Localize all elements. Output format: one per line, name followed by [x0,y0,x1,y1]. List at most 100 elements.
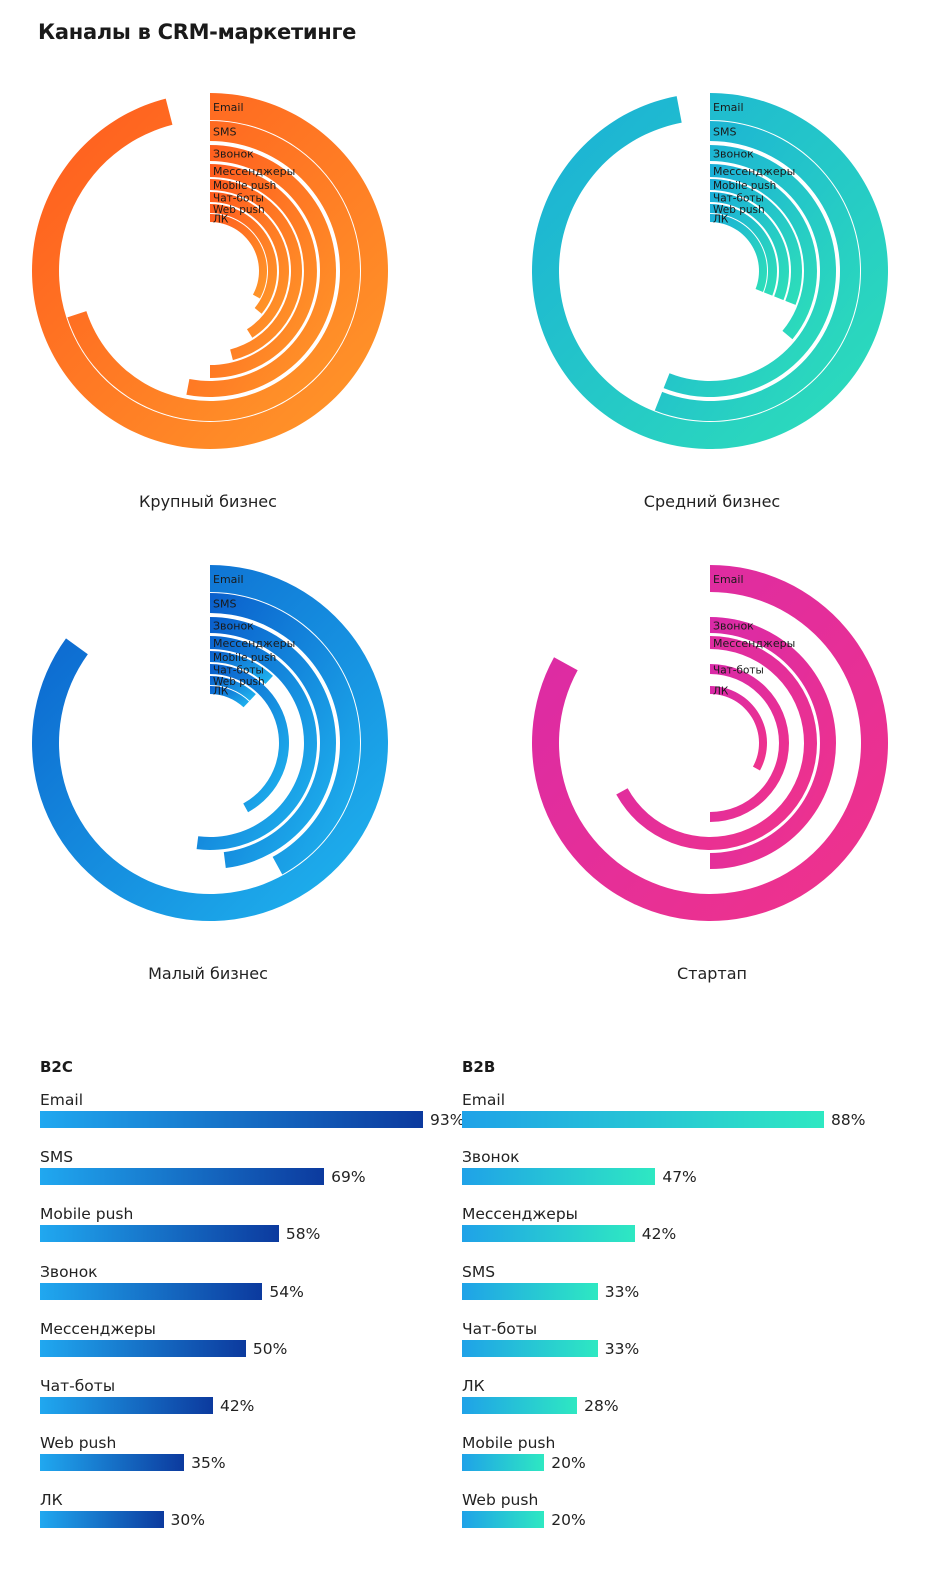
radial-category-label: Мессенджеры [713,637,795,650]
bar-value-label: 50% [252,1339,288,1358]
radial-caption-small-business: Малый бизнес [148,964,268,983]
bar-category-label: ЛК [462,1376,485,1395]
bar-category-label: Мессенджеры [462,1205,578,1224]
bar-row: Чат-боты 33% [462,1319,882,1376]
radial-value-label: 56% [684,127,707,139]
radial-value-label: 52% [184,638,207,650]
radial-category-label: ЛК [713,686,729,698]
radial-category-label: Email [213,101,244,114]
bar-value-label: 69% [331,1168,366,1187]
bar-fill [462,1396,578,1414]
bar-row: Mobile push 58% [40,1204,460,1261]
radial-bar-messengers [210,164,317,378]
bar-fill [40,1339,246,1357]
radial-category-label: Мессенджеры [713,165,795,178]
radial-bar-chatbots [210,664,289,813]
bar-chart-title: B2B [462,1058,496,1076]
radial-value-label: 96% [184,102,207,114]
radial-category-label: SMS [213,598,236,611]
bar-fill [40,1396,213,1414]
bar-category-label: Web push [40,1434,117,1453]
radial-category-label: Web push [213,676,265,688]
radial-value-label: 31% [687,195,707,205]
bar-fill [462,1454,545,1472]
radial-category-label: ЛК [213,686,229,698]
radial-category-label: Мессенджеры [213,637,295,650]
radial-value-label: 33% [687,688,707,698]
bar-chart-b2b: B2B Email 88% Звонок 47% Мессенджеры 42% SMS 33… [462,1058,882,1548]
bar-value-label: 35% [191,1454,226,1473]
radial-category-label: Mobile push [213,652,276,664]
bar-category-label: Mobile push [462,1434,556,1453]
radial-bar-messengers [710,164,817,340]
radial-bar-mobile-push [710,179,802,305]
radial-bar-sms [210,593,361,875]
bar-category-label: Web push [462,1491,539,1510]
bar-value-label: 42% [219,1396,255,1415]
radial-category-label: Звонок [713,148,754,161]
bar-chart-title: B2C [40,1058,73,1076]
bar-value-label: 93% [430,1111,465,1129]
bar-value-label: 28% [584,1396,619,1415]
bar-value-label: 42% [641,1225,677,1244]
bar-value-label: 20% [551,1511,586,1530]
radial-value-label: 36% [187,206,207,216]
radial-category-label: Чат-боты [713,193,764,205]
bar-fill [462,1339,598,1357]
radial-bar-chatbots [210,192,289,338]
radial-value-label: 46% [187,182,207,192]
bar-category-label: Чат-боты [40,1376,116,1395]
radial-value-label: 31% [687,182,707,192]
bar-row: Email 88% [462,1090,882,1147]
radial-value-label: 48% [184,621,207,633]
bar-row: ЛК 28% [462,1376,882,1433]
bar-row: Web push 20% [462,1490,882,1547]
radial-category-label: Звонок [713,620,754,633]
bar-value-label: 58% [285,1225,321,1244]
radial-category-label: Мессенджеры [213,165,295,178]
bar-category-label: ЛК [40,1491,63,1510]
radial-chart-medium-business: 97% Email 56% SMS 56% Звонок 36% Мессенджеры 31%… [532,93,888,450]
radial-caption-large-business: Крупный бизнес [139,492,277,511]
radial-category-label: Звонок [213,148,254,161]
bar-fill [462,1282,598,1300]
radial-bar-chatbots [710,192,789,301]
bar-value-label: 88% [831,1111,866,1129]
radial-value-label: 53% [184,149,207,161]
radial-value-label: 56% [684,149,707,161]
radial-value-label: 12% [187,654,207,664]
bar-value-label: 30% [170,1511,205,1530]
bar-row: Мессенджеры 50% [40,1319,460,1376]
radial-category-label: ЛК [213,214,229,226]
bar-fill [40,1282,263,1300]
bar-chart-b2c: B2C Email 93% SMS 69% Mobile push 58% Звонок 54… [40,1058,464,1548]
radial-bar-mobile-push [210,179,302,361]
page-title: Каналы в CRM-маркетинге [38,20,357,44]
radial-chart-small-business: 85% Email 42% SMS 48% Звонок 52% Мессенджеры 12%… [32,565,388,921]
bar-category-label: Email [462,1091,506,1109]
radial-bar-lk [710,686,767,771]
radial-value-label: 67% [684,638,707,650]
bar-category-label: Звонок [40,1262,98,1281]
radial-bar-web-push [210,676,256,701]
radial-category-label: Чат-боты [713,665,764,677]
bar-fill [40,1454,185,1472]
radial-value-label: 12% [187,678,207,688]
radial-category-label: Email [713,101,744,114]
bar-row: Мессенджеры 42% [462,1204,882,1261]
bar-row: Email 93% [40,1090,464,1147]
bar-category-label: SMS [40,1148,74,1167]
radial-value-label: 33% [187,216,207,226]
radial-category-label: Чат-боты [213,193,264,205]
bar-row: Чат-боты 42% [40,1376,460,1433]
radial-value-label: 83% [684,574,707,586]
bar-fill [40,1511,164,1529]
bar-fill [40,1168,325,1186]
bar-row: Web push 35% [40,1433,460,1490]
radial-value-label: 42% [184,599,207,611]
radial-category-label: Email [213,573,244,586]
bar-fill [462,1511,545,1529]
radial-value-label: 41% [187,195,207,205]
radial-value-label: 36% [684,166,707,178]
bar-category-label: SMS [462,1262,496,1281]
